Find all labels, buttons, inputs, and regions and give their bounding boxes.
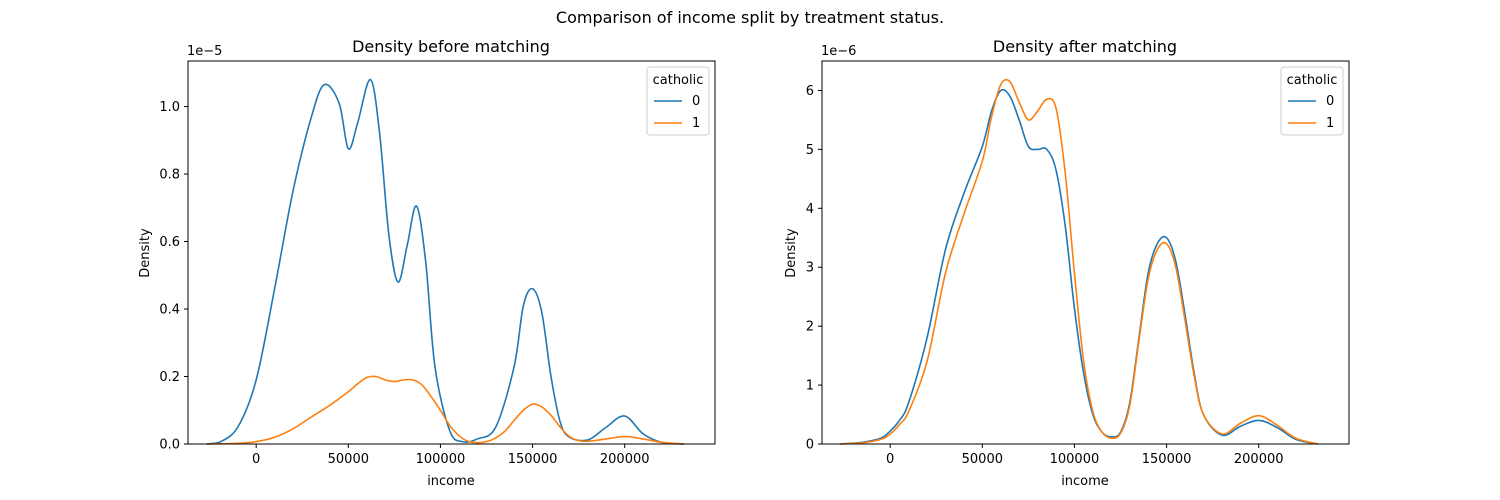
x-axis-label: income [1061,474,1109,489]
x-axis-label: income [427,474,475,489]
x-tick-label: 200000 [600,452,650,467]
x-tick-label: 150000 [1142,452,1192,467]
y-tick-label: 0.8 [159,168,180,183]
y-tick-label: 0.2 [159,370,180,385]
y-tick-label: 0.4 [159,303,180,318]
chart-title: Density before matching [352,37,550,56]
axes-frame [821,60,1350,445]
y-tick-label: 1.0 [159,100,180,115]
legend: catholic 0 1 [1280,66,1344,136]
y-axis-label: Density [138,228,153,278]
legend-title: catholic [653,73,704,88]
x-tick-label: 0 [252,452,260,467]
y-axis-label: Density [784,228,799,278]
chart-panel-before-matching: Density before matching 1e−5 income Dens… [138,37,716,489]
legend-label-0: 0 [692,94,700,109]
y-offset-label: 1e−5 [187,44,222,59]
series-line-0 [206,78,684,445]
x-tick-label: 200000 [1234,452,1284,467]
legend-label-0: 0 [1326,94,1334,109]
series-line-1 [206,375,684,445]
y-tick-label: 6 [806,84,814,99]
legend-title: catholic [1287,73,1338,88]
plot-area: 0 50000 100000 150000 200000 0 1 2 3 4 5 6 catholic 0… [806,60,1350,467]
y-offset-label: 1e−6 [821,44,856,59]
x-tick-label: 50000 [962,452,1003,467]
y-tick-label: 1 [806,379,814,394]
y-tick-label: 0.0 [159,438,180,453]
figure-suptitle: Comparison of income split by treatment … [556,8,944,27]
y-tick-label: 0 [806,438,814,453]
legend-label-1: 1 [692,116,700,131]
plot-area: 0 50000 100000 150000 200000 0.0 0.2 0.4 0.6 0.8 1… [159,60,716,467]
legend: catholic 0 1 [646,66,710,136]
y-tick-label: 2 [806,320,814,335]
x-tick-label: 100000 [416,452,466,467]
chart-title: Density after matching [993,37,1177,56]
y-tick-label: 4 [806,202,814,217]
axes-frame [187,60,716,445]
y-tick-label: 3 [806,261,814,276]
y-tick-label: 5 [806,143,814,158]
x-tick-label: 50000 [328,452,369,467]
series-line-1 [840,78,1318,445]
x-tick-label: 150000 [508,452,558,467]
chart-panel-after-matching: Density after matching 1e−6 income Densi… [784,37,1350,489]
x-tick-label: 0 [886,452,894,467]
x-tick-label: 100000 [1050,452,1100,467]
y-tick-label: 0.6 [159,235,180,250]
series-line-0 [840,88,1318,445]
legend-label-1: 1 [1326,116,1334,131]
